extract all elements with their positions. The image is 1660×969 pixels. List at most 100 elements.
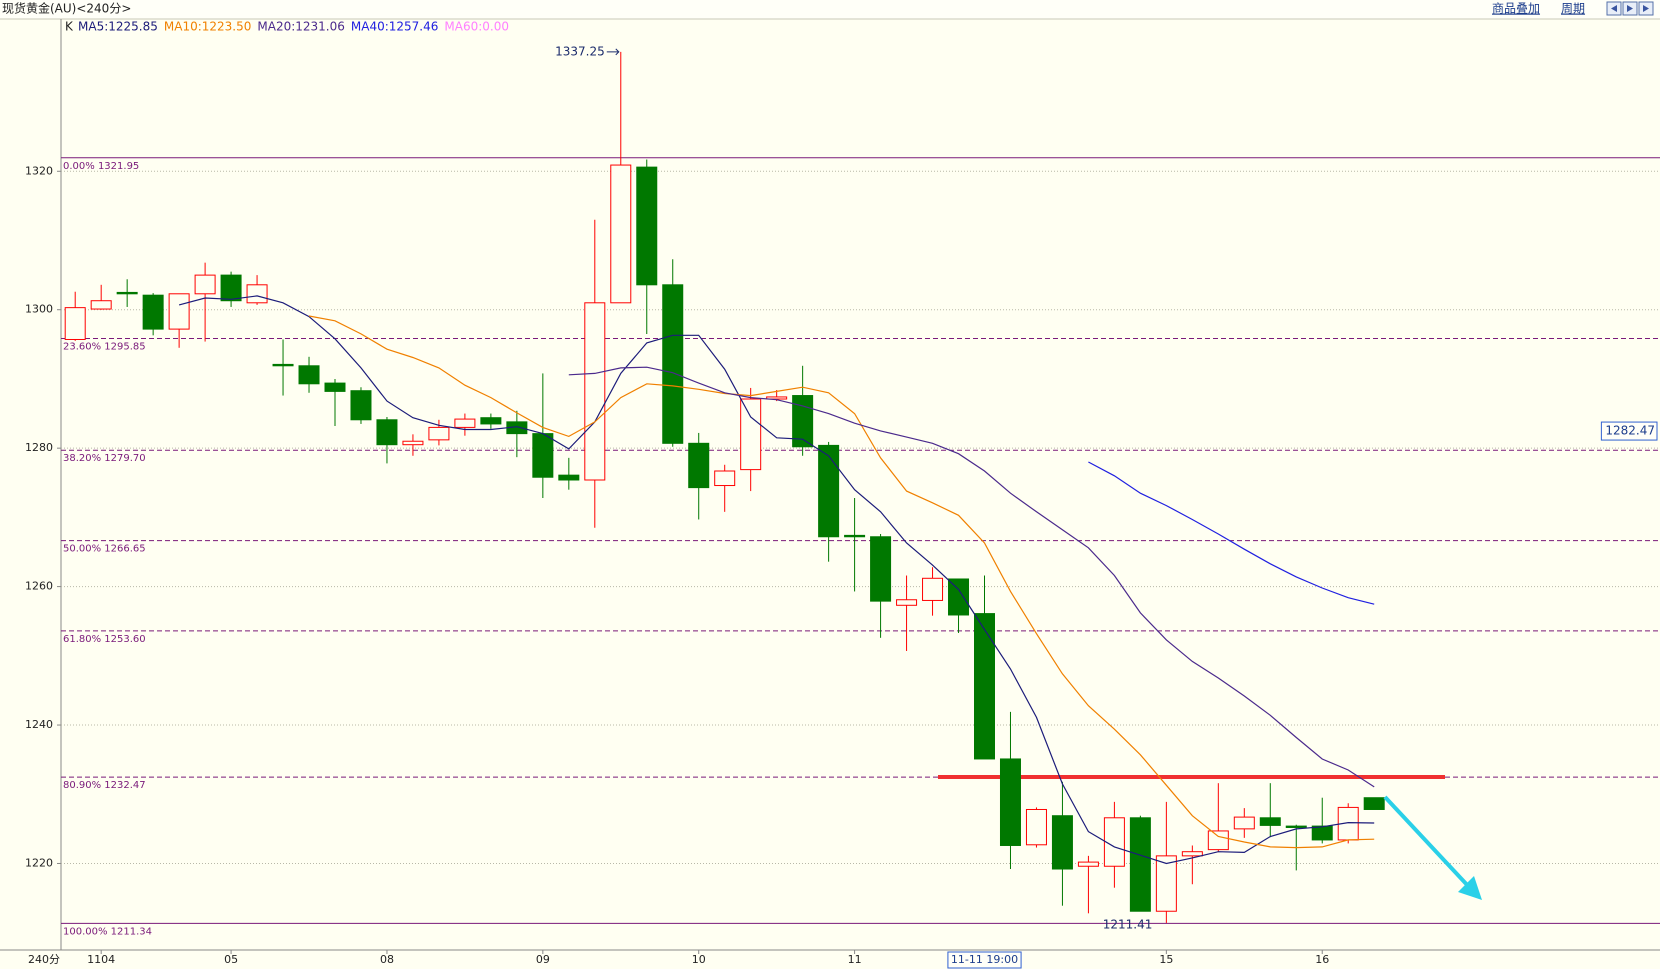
candle-body [480, 417, 502, 425]
period-label: 240分 [28, 953, 60, 966]
candle-body [220, 274, 242, 302]
instrument-title: 现货黄金(AU)<240分> [2, 1, 131, 16]
candle-body [999, 758, 1021, 846]
candle-body [142, 294, 164, 330]
candle-body [168, 293, 190, 330]
window-buttons [1606, 1, 1654, 16]
candle-body [688, 442, 710, 489]
y-tick-label: 1300 [25, 303, 53, 316]
candle-body [428, 426, 450, 441]
legend-entry: MA60:0.00 [444, 20, 509, 34]
plot-area: 1220 1240 1260 1280 1300 1320 0.00% 1321.95 23.… [25, 44, 1660, 966]
cursor-price-label: 1282.47 [1605, 424, 1655, 438]
candle-body [116, 291, 138, 295]
x-tick-label: 11 [848, 953, 862, 966]
candle-body [1025, 808, 1047, 846]
candle-body [740, 398, 762, 471]
fibonacci-label: 23.60% 1295.85 [63, 341, 146, 352]
candle-body [1051, 815, 1073, 870]
y-tick-label: 1280 [25, 441, 53, 454]
candle-body [272, 363, 294, 367]
top-bar-texts: 现货黄金(AU)<240分> K 商品叠加 周期 [2, 1, 1585, 34]
candle-body [532, 433, 554, 478]
candle-body [1077, 861, 1099, 867]
candle-body [558, 474, 580, 481]
candle-body [948, 578, 970, 616]
y-tick-label: 1320 [25, 164, 53, 177]
cursor-time-label: 11-11 19:00 [951, 953, 1018, 966]
candle-body [1311, 825, 1333, 841]
top-bar [0, 0, 1660, 19]
fibonacci-label: 0.00% 1321.95 [63, 161, 139, 172]
cursor-time-box [947, 951, 1022, 969]
fibonacci-label: 61.80% 1253.60 [63, 634, 146, 645]
candle-body [194, 274, 216, 295]
nav-icons [1611, 5, 1649, 12]
ma-line [1088, 461, 1375, 605]
candle-body [1181, 851, 1203, 857]
ma-line [178, 295, 1375, 865]
candle-body [818, 444, 840, 538]
candle-body [1129, 817, 1151, 912]
x-tick-label: 16 [1315, 953, 1329, 966]
overlay-button[interactable]: 商品叠加 [1492, 1, 1540, 16]
y-tick-label: 1260 [25, 580, 53, 593]
candle-body [454, 418, 476, 428]
ma-line [568, 366, 1375, 788]
candle-body [844, 534, 866, 538]
candle-body [350, 390, 372, 421]
candle-body [1103, 817, 1125, 867]
x-tick-label: 05 [224, 953, 238, 966]
candle-body [1155, 855, 1177, 912]
candle-body [766, 396, 788, 400]
legend-entry: MA20:1231.06 [257, 20, 345, 34]
fibonacci-label: 80.90% 1232.47 [63, 780, 146, 791]
candle-body [1285, 825, 1307, 828]
candle-body [90, 300, 112, 310]
candle-body [1259, 817, 1281, 826]
candle-body [662, 284, 684, 444]
high-label: 1337.25 [555, 44, 605, 58]
trend-arrow-shaft [1383, 795, 1472, 890]
trend-arrow-head [1458, 876, 1482, 900]
candle-body [402, 440, 424, 446]
candle-body [324, 382, 346, 392]
candle-body [1233, 816, 1255, 830]
candle-body [870, 536, 892, 602]
legend-entry: MA10:1223.50 [164, 20, 252, 34]
y-tick-label: 1240 [25, 718, 53, 731]
candle-body [792, 395, 814, 448]
candle-body [714, 470, 736, 487]
fibonacci-label: 50.00% 1266.65 [63, 544, 146, 555]
candle-body [1363, 797, 1385, 810]
x-tick-label: 09 [536, 953, 550, 966]
low-label: 1211.41 [1103, 917, 1153, 931]
candle-body [922, 577, 944, 601]
x-tick-label: 10 [692, 953, 706, 966]
y-tick-label: 1220 [25, 856, 53, 869]
cursor-price-box [1600, 421, 1658, 441]
candle-body [974, 613, 995, 760]
legend-entry: MA5:1225.85 [78, 20, 158, 34]
period-button[interactable]: 周期 [1561, 2, 1585, 16]
candle-body [376, 419, 398, 446]
ma-line [308, 315, 1375, 849]
high-pointer [606, 48, 620, 56]
indicator-name: K [65, 20, 74, 34]
fibonacci-label: 100.00% 1211.34 [63, 926, 152, 937]
candle-body [246, 284, 268, 304]
x-tick-label: 15 [1159, 953, 1173, 966]
legend-entry: MA40:1257.46 [351, 20, 439, 34]
candle-body [298, 365, 320, 385]
candle-body [584, 302, 606, 481]
trend-arrow [1383, 795, 1482, 900]
candle-body [1207, 830, 1229, 851]
x-tick-label: 08 [380, 953, 394, 966]
candle-body [64, 307, 86, 340]
fibonacci-label: 38.20% 1279.70 [63, 453, 146, 464]
candle-body [610, 164, 632, 304]
candle-body [636, 166, 658, 286]
x-tick-label: 1104 [87, 953, 115, 966]
